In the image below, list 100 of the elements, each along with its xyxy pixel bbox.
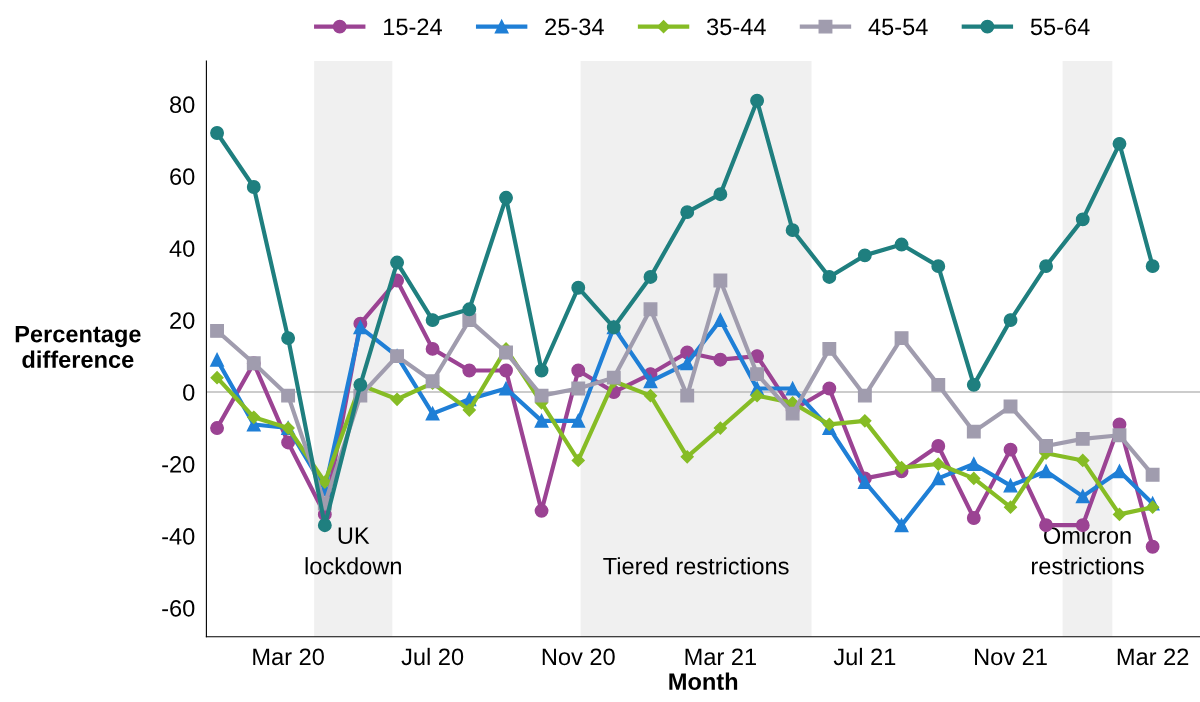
x-tick-label: Mar 21: [685, 648, 756, 666]
band-label: UK lockdown: [305, 527, 401, 575]
point: [713, 187, 728, 202]
point: [390, 392, 404, 406]
point: [499, 190, 513, 205]
point: [857, 248, 872, 263]
legend-label: 15-24: [384, 18, 442, 36]
point: [857, 388, 872, 403]
point: [931, 377, 946, 392]
x-tick-label: Mar 22: [1117, 648, 1189, 666]
point: [499, 381, 513, 396]
point: [1145, 259, 1160, 274]
point: [499, 363, 513, 378]
point: [894, 518, 909, 533]
point: [281, 388, 296, 403]
point: [966, 457, 981, 471]
y-tick-label: -20: [162, 456, 195, 473]
point: [1039, 259, 1053, 274]
point: [1075, 431, 1090, 446]
point: [353, 320, 368, 335]
band-label: Omicron restrictions: [1031, 526, 1144, 575]
point: [680, 450, 694, 464]
x-tick-label: Nov 21: [975, 648, 1047, 666]
point: [246, 180, 261, 194]
x-tick-label: Nov 20: [542, 648, 615, 666]
point: [967, 471, 981, 486]
point: [822, 269, 837, 284]
point: [425, 341, 440, 356]
point: [713, 273, 728, 288]
point: [785, 223, 800, 238]
point: [1145, 539, 1160, 554]
point: [822, 341, 837, 356]
point: [1003, 442, 1018, 457]
point: [680, 205, 695, 220]
point: [462, 302, 477, 317]
point: [857, 475, 872, 489]
point: [571, 280, 586, 295]
y-tick-label: 0: [183, 384, 195, 401]
point: [785, 406, 800, 421]
legend-label: 55-64: [1030, 18, 1090, 36]
y-tick-label: 20: [170, 312, 195, 329]
point: [571, 453, 585, 468]
y-tick-label: 40: [169, 240, 195, 257]
x-tick-label: Jul 20: [401, 647, 464, 666]
point: [1003, 500, 1018, 514]
point: [931, 439, 946, 453]
point: [571, 413, 586, 428]
point: [425, 406, 440, 421]
point: [606, 370, 621, 385]
point: [1145, 467, 1160, 482]
point: [462, 363, 477, 378]
point: [966, 511, 981, 525]
point: [317, 518, 332, 533]
point: [966, 424, 981, 439]
point: [210, 126, 225, 140]
point: [643, 302, 658, 317]
point: [390, 255, 405, 270]
y-tick-label: -60: [162, 600, 195, 617]
point: [966, 377, 981, 392]
y-tick-label: 60: [170, 168, 195, 185]
point: [894, 331, 909, 346]
point: [713, 313, 728, 328]
point: [785, 381, 800, 396]
band-label: Tiered restrictions: [603, 557, 789, 575]
point: [750, 389, 764, 403]
point: [571, 381, 586, 396]
point: [1003, 478, 1018, 493]
point: [1039, 464, 1053, 479]
point: [534, 363, 549, 378]
point: [210, 352, 225, 367]
point: [281, 331, 296, 346]
point: [931, 259, 946, 274]
point: [643, 269, 658, 284]
point: [534, 413, 549, 428]
point: [462, 403, 476, 417]
legend-label: 45-54: [868, 18, 928, 36]
point: [247, 410, 261, 424]
point: [425, 313, 440, 328]
point: [1039, 439, 1053, 453]
point: [1112, 136, 1127, 151]
point: [643, 374, 658, 389]
point: [931, 471, 946, 486]
point: [499, 345, 513, 360]
point: [680, 388, 695, 403]
y-tick-label: -40: [162, 528, 195, 545]
point: [713, 421, 727, 435]
point: [713, 352, 728, 367]
point: [281, 435, 296, 450]
point: [1075, 212, 1090, 227]
x-tick-label: Jul 21: [833, 647, 896, 666]
x-tick-label: Mar 20: [253, 648, 324, 666]
point: [210, 371, 224, 385]
point: [1076, 453, 1090, 468]
point: [894, 237, 909, 252]
point: [931, 457, 945, 471]
point: [1003, 313, 1018, 328]
point: [571, 363, 586, 378]
point: [894, 461, 909, 475]
point: [822, 381, 837, 396]
point: [210, 323, 225, 338]
